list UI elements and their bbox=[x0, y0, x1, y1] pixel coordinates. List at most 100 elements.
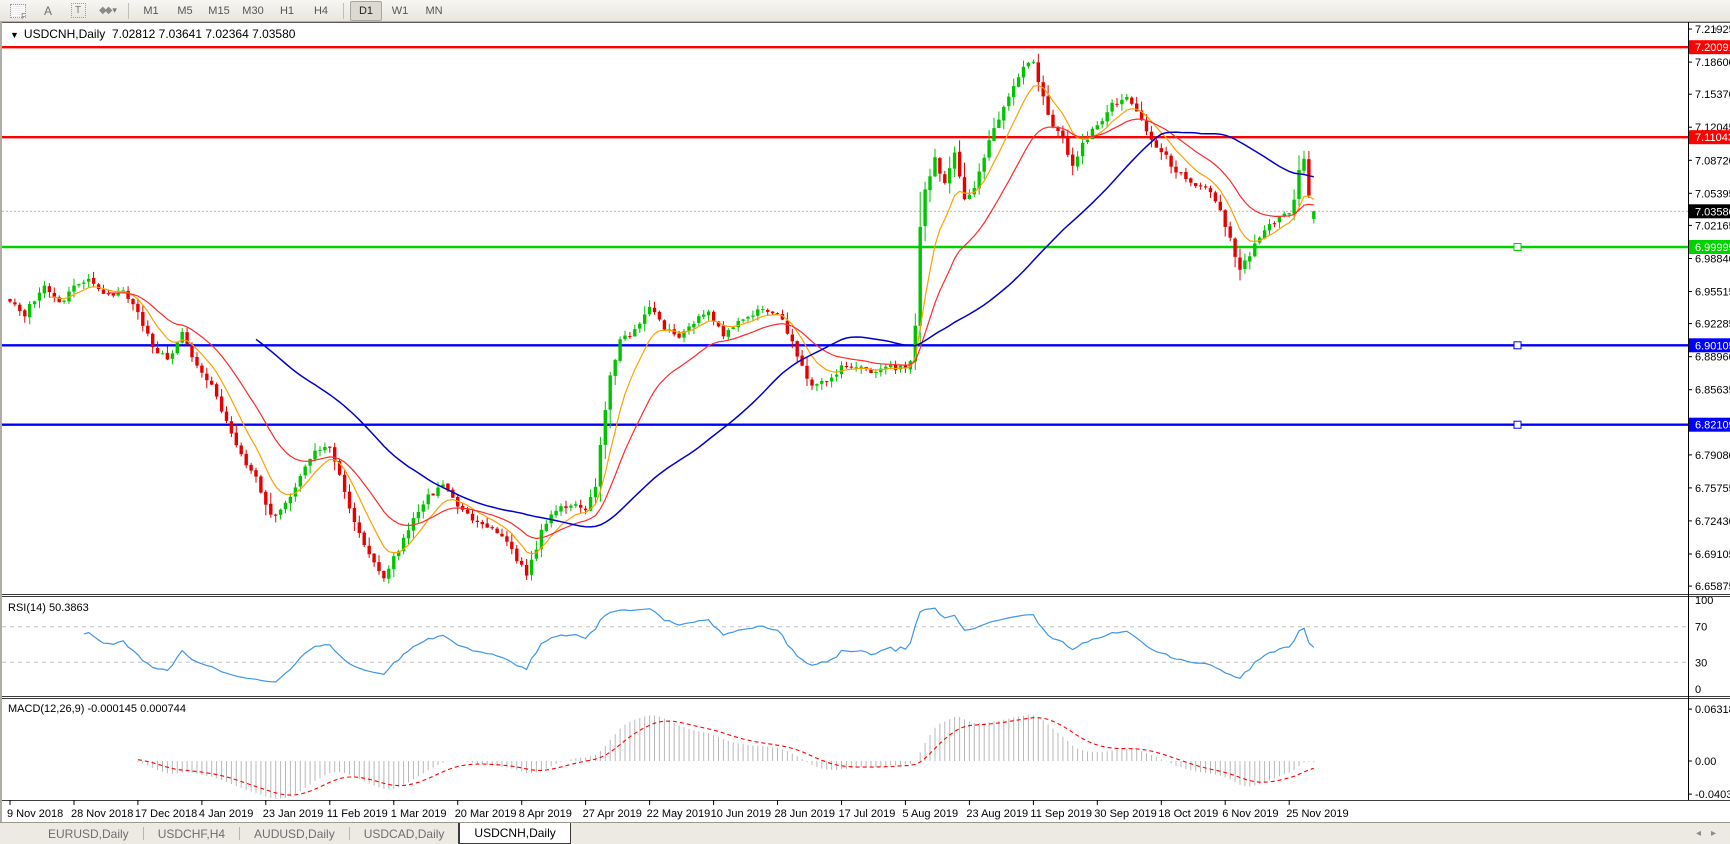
text-label-icon: T bbox=[70, 3, 86, 18]
svg-text:6.82109: 6.82109 bbox=[1695, 420, 1730, 432]
toolbar-separator bbox=[343, 2, 344, 19]
objects-button[interactable]: ◆◆ ▾ bbox=[94, 1, 122, 21]
hline-marker bbox=[1513, 341, 1522, 350]
chart-tab-audusd[interactable]: AUDUSD,Daily bbox=[254, 826, 335, 841]
chart-toolbar: F A T ◆◆ ▾ M1 M5 M15 M30 H1 H4 D1 W1 MN bbox=[0, 0, 1730, 22]
chart-tab-usdcnh[interactable]: USDCNH,Daily bbox=[458, 823, 571, 844]
tab-separator bbox=[348, 827, 350, 840]
timeframe-m30-button[interactable]: M30 bbox=[242, 4, 264, 17]
timeframe-mn-button[interactable]: MN bbox=[425, 4, 443, 17]
price-axis[interactable]: 7.219257.186007.153707.120457.087207.053… bbox=[1688, 24, 1730, 593]
date-tick-label: 9 Nov 2018 bbox=[7, 808, 63, 820]
date-axis[interactable]: 9 Nov 2018 28 Nov 2018 17 Dec 2018 4 Jan 20… bbox=[7, 800, 1349, 820]
price-tick-label: 6.72430 bbox=[1695, 516, 1730, 528]
macd-tick-label: 0.00 bbox=[1695, 756, 1716, 768]
chart-tab-usdcad[interactable]: USDCAD,Daily bbox=[363, 826, 445, 841]
price-tick-label: 6.92285 bbox=[1695, 319, 1730, 331]
macd-tick-label: 0.063184 bbox=[1695, 704, 1730, 716]
price-tick-label: 6.98840 bbox=[1695, 254, 1730, 266]
svg-text:7.11043: 7.11043 bbox=[1695, 132, 1730, 144]
price-tick-label: 6.95515 bbox=[1695, 287, 1730, 299]
rsi-panel: 100 70 30 0 bbox=[2, 595, 1713, 696]
svg-text:6.90105: 6.90105 bbox=[1695, 340, 1730, 352]
objects-icon: ◆◆ bbox=[99, 5, 112, 16]
date-tick-label: 28 Nov 2018 bbox=[71, 808, 133, 820]
tab-scroll-right-icon[interactable]: ▸ bbox=[1710, 828, 1716, 839]
price-tick-label: 6.65875 bbox=[1695, 581, 1730, 593]
ma-line-8 bbox=[49, 84, 1315, 555]
timeframe-d1-button[interactable]: D1 bbox=[350, 0, 382, 21]
date-tick-label: 30 Sep 2019 bbox=[1094, 808, 1156, 820]
chart-tabbar: EURUSD,Daily USDCHF,H4 AUDUSD,Daily USDCAD,… bbox=[0, 822, 1730, 844]
date-tick-label: 23 Jan 2019 bbox=[263, 808, 324, 820]
ma-line-50 bbox=[255, 131, 1314, 528]
hline-axis-label: 6.99995 bbox=[1689, 240, 1730, 254]
macd-panel: 0.063184 0.00 -0.040355 bbox=[137, 704, 1730, 801]
templates-grid-button[interactable]: F bbox=[4, 1, 32, 21]
chart-tab-usdchf[interactable]: USDCHF,H4 bbox=[157, 826, 226, 841]
price-tick-label: 7.08720 bbox=[1695, 155, 1730, 167]
date-tick-label: 10 Jun 2019 bbox=[711, 808, 772, 820]
chart-title: ▼ USDCNH,Daily 7.02812 7.03641 7.02364 7.… bbox=[10, 27, 295, 41]
date-tick-label: 25 Nov 2019 bbox=[1286, 808, 1348, 820]
timeframe-h1-button[interactable]: H1 bbox=[279, 4, 295, 17]
date-tick-label: 6 Nov 2019 bbox=[1222, 808, 1278, 820]
date-tick-label: 18 Oct 2019 bbox=[1158, 808, 1218, 820]
dropdown-caret-icon: ▾ bbox=[112, 5, 117, 15]
rsi-tick-label: 0 bbox=[1695, 684, 1701, 696]
hline-marker bbox=[1513, 243, 1522, 251]
timeframe-h4-button[interactable]: H4 bbox=[313, 4, 329, 17]
font-icon: A bbox=[43, 3, 52, 18]
timeframe-m5-button[interactable]: M5 bbox=[177, 4, 193, 17]
horizontal-lines[interactable]: 7.20091 7.11043 6.99995 6.90105 6.82109 bbox=[2, 40, 1730, 432]
rsi-tick-label: 70 bbox=[1695, 622, 1707, 634]
text-label-button[interactable]: T bbox=[64, 1, 92, 21]
price-tick-label: 7.18600 bbox=[1695, 57, 1730, 69]
date-tick-label: 5 Aug 2019 bbox=[902, 808, 958, 820]
price-tick-label: 6.85635 bbox=[1695, 385, 1730, 397]
date-tick-label: 8 Apr 2019 bbox=[519, 808, 572, 820]
tab-scroll-left-icon[interactable]: ◂ bbox=[1695, 828, 1701, 839]
rsi-tick-label: 100 bbox=[1695, 595, 1713, 607]
chart-tab-eurusd[interactable]: EURUSD,Daily bbox=[48, 826, 129, 841]
price-tick-label: 6.75755 bbox=[1695, 483, 1730, 495]
collapse-triangle-icon[interactable]: ▼ bbox=[10, 30, 19, 40]
hline-axis-label: 6.82109 bbox=[1689, 417, 1730, 432]
price-tick-label: 7.15370 bbox=[1695, 89, 1730, 101]
timeframe-w1-button[interactable]: W1 bbox=[391, 4, 409, 17]
current-price-label: 7.03580 bbox=[1689, 204, 1730, 219]
timeframe-m15-button[interactable]: M15 bbox=[208, 4, 230, 17]
date-tick-label: 20 Mar 2019 bbox=[455, 808, 517, 820]
price-tick-label: 7.02165 bbox=[1695, 220, 1730, 232]
rsi-label: RSI(14) 50.3863 bbox=[8, 602, 89, 614]
macd-signal-line bbox=[137, 717, 1314, 796]
price-axis-scroll-arrow[interactable]: ▼ bbox=[1712, 25, 1720, 34]
svg-text:7.20091: 7.20091 bbox=[1695, 42, 1730, 54]
price-tick-label: 6.79080 bbox=[1695, 450, 1730, 462]
date-tick-label: 17 Dec 2018 bbox=[135, 808, 197, 820]
date-tick-label: 1 Mar 2019 bbox=[391, 808, 447, 820]
rsi-line bbox=[83, 607, 1315, 683]
date-tick-label: 22 May 2019 bbox=[647, 808, 711, 820]
macd-label: MACD(12,26,9) -0.000145 0.000744 bbox=[8, 703, 186, 715]
hline-axis-label: 7.11043 bbox=[1689, 130, 1730, 145]
tab-separator bbox=[142, 827, 144, 840]
date-tick-label: 27 Apr 2019 bbox=[583, 808, 642, 820]
date-tick-label: 4 Jan 2019 bbox=[199, 808, 253, 820]
hline-axis-label: 7.20091 bbox=[1689, 40, 1730, 55]
price-tick-label: 6.69105 bbox=[1695, 549, 1730, 561]
price-tick-label: 7.05395 bbox=[1695, 188, 1730, 200]
ma-line-20 bbox=[108, 118, 1314, 540]
candles bbox=[8, 53, 1316, 584]
date-tick-label: 28 Jun 2019 bbox=[775, 808, 836, 820]
date-tick-label: 11 Feb 2019 bbox=[327, 808, 388, 820]
timeframe-m1-button[interactable]: M1 bbox=[143, 4, 159, 17]
font-button[interactable]: A bbox=[34, 1, 62, 21]
chart-svg[interactable]: 7.219257.186007.153707.120457.087207.053… bbox=[2, 22, 1730, 822]
panel-borders bbox=[2, 22, 1730, 801]
toolbar-separator bbox=[128, 2, 129, 19]
chart-area[interactable]: ▼ USDCNH,Daily 7.02812 7.03641 7.02364 7.… bbox=[0, 22, 1730, 822]
rsi-tick-label: 30 bbox=[1695, 657, 1707, 669]
date-tick-label: 23 Aug 2019 bbox=[966, 808, 1028, 820]
